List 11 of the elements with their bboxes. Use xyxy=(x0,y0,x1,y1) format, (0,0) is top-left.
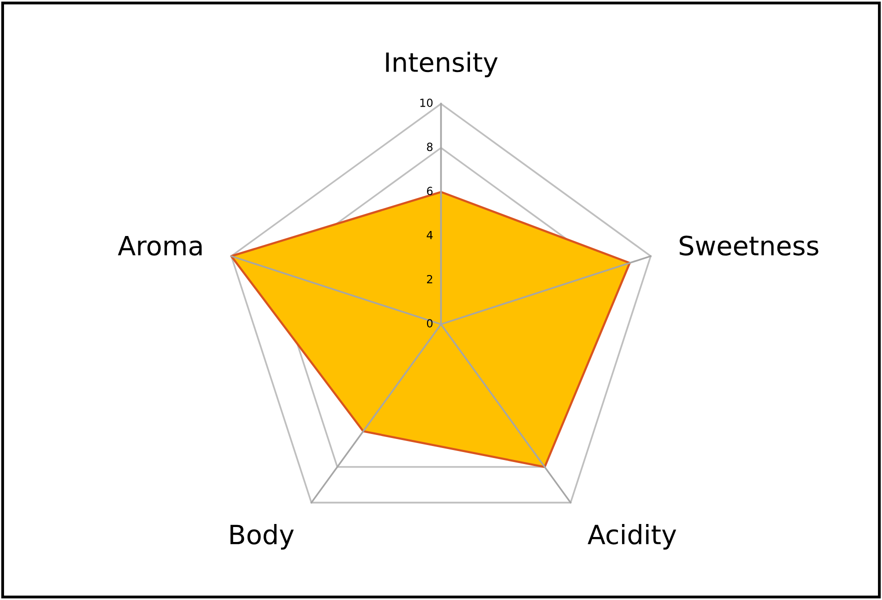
y-tick-label: 2 xyxy=(427,274,432,284)
y-tick-label: 10 xyxy=(420,98,433,107)
spoke-label: Acidity xyxy=(588,524,676,550)
spoke-label: Body xyxy=(230,524,294,550)
y-tick-label: 6 xyxy=(426,186,433,196)
y-tick-label: 4 xyxy=(426,231,433,240)
spoke-label: Intensity xyxy=(386,52,498,78)
spoke-label: Aroma xyxy=(118,236,202,256)
y-tick-label: 0 xyxy=(426,319,433,328)
spoke-label: Sweetness xyxy=(680,236,818,256)
y-tick-label: 8 xyxy=(426,142,433,152)
